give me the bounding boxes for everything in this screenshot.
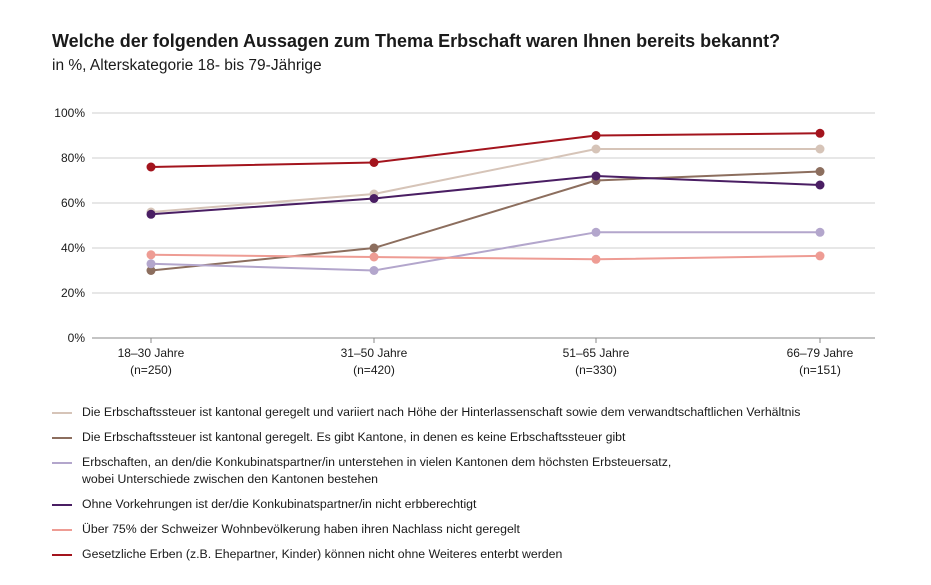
x-axis-ticks: 18–30 Jahre (n=250) 31–50 Jahre (n=420) 51–6… (118, 338, 854, 377)
data-point (146, 266, 156, 275)
data-point (815, 251, 825, 261)
series-line (150, 231, 820, 272)
x-tick-label: 66–79 Jahre (787, 346, 854, 360)
data-point (591, 171, 601, 181)
line-chart: 0% 20% 40% 60% 80% 100% 18–30 Jahre (n=250) 31–… (54, 106, 875, 377)
legend-label: Die Erbschaftssteuer ist kantonal gerege… (82, 405, 801, 419)
legend-item: Über 75% der Schweizer Wohnbevölkerung h… (52, 521, 912, 538)
data-point (369, 194, 379, 203)
x-tick-label: (n=250) (130, 363, 172, 377)
y-tick-label: 20% (61, 286, 85, 300)
data-point (591, 227, 601, 237)
y-tick-label: 60% (61, 196, 85, 210)
legend-item: Erbschaften, an den/die Konkubinatspartn… (52, 454, 912, 488)
legend-label: Die Erbschaftssteuer ist kantonal gerege… (82, 430, 626, 444)
legend-swatch (52, 462, 72, 464)
legend-label: Ohne Vorkehrungen ist der/die Konkubinat… (82, 497, 477, 511)
data-point (369, 266, 379, 275)
legend-item: Die Erbschaftssteuer ist kantonal gerege… (52, 429, 912, 446)
legend-swatch (52, 412, 72, 414)
data-point (146, 162, 156, 172)
chart-subtitle: in %, Alterskategorie 18- bis 79-Jährige (52, 57, 322, 74)
data-point (815, 180, 825, 190)
y-tick-label: 80% (61, 151, 85, 165)
data-point (146, 209, 156, 219)
y-tick-label: 100% (54, 106, 85, 120)
y-tick-label: 0% (68, 331, 86, 345)
data-point (591, 144, 601, 154)
legend-label: Erbschaften, an den/die Konkubinatspartn… (82, 455, 672, 486)
x-tick-label: 18–30 Jahre (118, 346, 185, 360)
legend-swatch (52, 529, 72, 531)
data-point (146, 250, 156, 260)
series-line (150, 148, 820, 213)
chart-title: Welche der folgenden Aussagen zum Thema … (52, 31, 781, 51)
data-point (815, 167, 825, 176)
x-tick-label: 31–50 Jahre (341, 346, 408, 360)
grid-lines (92, 112, 875, 339)
x-tick-label: (n=151) (799, 363, 841, 377)
legend-label: Gesetzliche Erben (z.B. Ehepartner, Kind… (82, 547, 563, 561)
x-tick-label: (n=420) (353, 363, 395, 377)
data-point (815, 227, 825, 237)
data-point (369, 252, 379, 262)
y-tick-label: 40% (61, 241, 85, 255)
data-point (369, 243, 379, 253)
legend-swatch (52, 554, 72, 556)
data-point (815, 128, 825, 138)
legend-item: Ohne Vorkehrungen ist der/die Konkubinat… (52, 496, 912, 513)
data-point (591, 131, 601, 140)
legend-swatch (52, 504, 72, 506)
x-tick-label: 51–65 Jahre (563, 346, 630, 360)
data-point (369, 158, 379, 167)
legend: Die Erbschaftssteuer ist kantonal gerege… (52, 404, 912, 563)
data-point (146, 259, 156, 269)
legend-item: Die Erbschaftssteuer ist kantonal gerege… (52, 404, 912, 421)
legend-swatch (52, 437, 72, 439)
series-line (150, 253, 821, 261)
series-line (150, 132, 821, 168)
legend-label: Über 75% der Schweizer Wohnbevölkerung h… (82, 522, 520, 536)
data-point (815, 144, 825, 154)
series-lines (150, 132, 821, 272)
series-line (150, 175, 821, 216)
legend-item: Gesetzliche Erben (z.B. Ehepartner, Kind… (52, 546, 912, 563)
series-line (150, 170, 821, 272)
series-points (146, 128, 825, 275)
data-point (591, 254, 601, 264)
x-tick-label: (n=330) (575, 363, 617, 377)
y-axis-ticks: 0% 20% 40% 60% 80% 100% (54, 106, 85, 345)
